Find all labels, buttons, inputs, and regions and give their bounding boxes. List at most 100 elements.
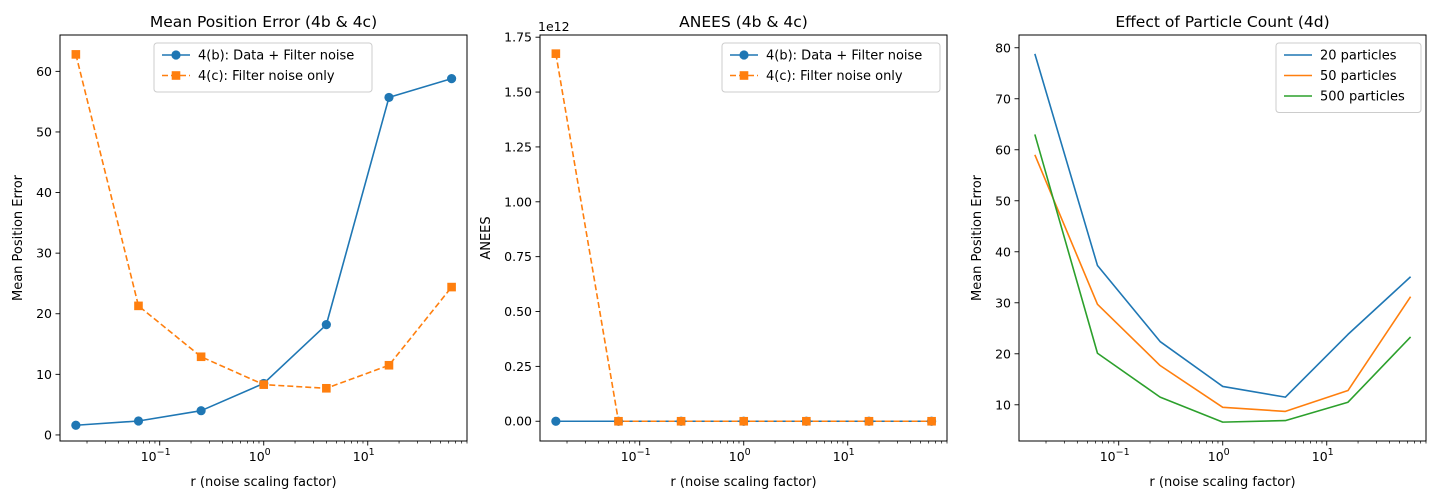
y-tick-label: 10 (995, 397, 1011, 412)
series-3 (1034, 134, 1412, 423)
y-tick-label: 60 (36, 64, 52, 79)
data-point-4 (322, 383, 331, 393)
chart-title: ANEES (4b & 4c) (679, 13, 808, 31)
x-tick-label: 10−1 (1100, 447, 1130, 464)
legend-label: 20 particles (1320, 49, 1397, 64)
data-point-2 (196, 406, 206, 416)
plot-frame (539, 34, 948, 442)
x-tick-label: 100 (249, 447, 271, 464)
y-tick-label: 0.50 (504, 304, 532, 319)
series-line (1034, 53, 1412, 398)
y-tick-label: 80 (995, 40, 1011, 55)
y-tick-label: 20 (36, 306, 52, 321)
legend-label: 500 particles (1320, 90, 1405, 105)
legend-item: 4(c): Filter noise only (162, 69, 335, 84)
legend: 4(b): Data + Filter noise 4(c): Filter no… (721, 42, 941, 93)
x-axis-label: r (noise scaling factor) (1149, 475, 1295, 490)
data-point-1 (133, 416, 144, 426)
x-tick-label: 101 (1312, 447, 1334, 464)
data-point-legend (739, 71, 749, 80)
y-tick-label: 1.50 (504, 85, 532, 100)
y-axis-label: Mean Position Error (970, 174, 985, 301)
data-point-3 (259, 380, 269, 389)
data-point-2 (676, 416, 686, 426)
y-axis-label: ANEES (479, 216, 494, 259)
data-point-legend (171, 50, 181, 60)
data-point-5 (384, 360, 394, 370)
x-tick-label: 100 (729, 447, 751, 464)
x-axis-label: r (noise scaling factor) (670, 475, 816, 490)
x-tick-label: 101 (833, 447, 855, 464)
series-line (1034, 134, 1412, 423)
data-point-0 (71, 420, 81, 430)
y-tick-label: 10 (36, 367, 52, 382)
chart-panel-1: Mean Position Error (4b & 4c)10−1 100 1010… (11, 13, 468, 490)
y-tick-label: 1.25 (504, 139, 532, 154)
legend-item: 500 particles (1284, 90, 1405, 105)
series-2 (71, 50, 456, 393)
data-point-6 (927, 416, 936, 426)
data-point-0 (551, 49, 561, 58)
y-tick-label: 50 (995, 193, 1011, 208)
y-axis-label: Mean Position Error (11, 174, 26, 301)
legend-label: 4(c): Filter noise only (198, 69, 335, 84)
data-point-4 (321, 320, 331, 330)
y-tick-label: 0.75 (504, 249, 532, 264)
series-1 (1034, 53, 1412, 398)
chart-panel-2: ANEES (4b & 4c) 10−1 100 101 0.00 0.25 0.50 0.7… (479, 13, 948, 490)
legend-item: 50 particles (1284, 69, 1397, 84)
data-point-legend (739, 50, 749, 60)
y-multiplier-label: 1e12 (538, 19, 570, 34)
x-tick-label: 101 (353, 447, 375, 464)
chart-title: Effect of Particle Count (4d) (1115, 13, 1329, 31)
y-tick-label: 0.25 (504, 359, 532, 374)
plot-frame (1018, 34, 1427, 442)
data-point-1 (134, 301, 143, 311)
y-tick-label: 1.00 (504, 194, 532, 209)
legend-label: 50 particles (1320, 69, 1397, 84)
y-tick-label: 0 (44, 427, 52, 442)
series-line (1034, 154, 1412, 413)
series-line (75, 54, 453, 390)
legend-item: 4(b): Data + Filter noise (730, 49, 922, 64)
series-1 (71, 74, 457, 430)
series-line (555, 53, 932, 423)
data-point-4 (802, 416, 811, 426)
chart-title: Mean Position Error (4b & 4c) (150, 13, 377, 31)
plot-frame (59, 34, 468, 442)
y-tick-label: 0.00 (504, 414, 532, 429)
data-point-6 (447, 282, 456, 292)
data-point-0 (71, 50, 81, 59)
y-tick-label: 40 (36, 185, 52, 200)
data-point-6 (446, 74, 457, 84)
y-tick-label: 30 (36, 246, 52, 261)
y-tick-label: 20 (995, 346, 1011, 361)
legend-label: 4(b): Data + Filter noise (766, 49, 922, 64)
legend-box (1275, 42, 1422, 113)
data-point-0 (551, 416, 561, 426)
data-point-legend (171, 71, 181, 80)
data-point-1 (614, 416, 623, 426)
legend-box (721, 42, 941, 93)
series-2 (1034, 154, 1412, 413)
data-point-5 (384, 92, 394, 103)
y-tick-label: 30 (995, 295, 1011, 310)
legend-box (153, 42, 373, 93)
series-line (75, 77, 452, 427)
y-tick-label: 40 (995, 244, 1011, 259)
chart-panels: Mean Position Error (4b & 4c)10−1 100 1010… (11, 13, 1427, 490)
legend-item: 4(c): Filter noise only (730, 69, 903, 84)
chart-panel-3: Effect of Particle Count (4d) 10−1 100 101 1… (970, 13, 1427, 490)
x-tick-label: 100 (1208, 447, 1230, 464)
legend-item: 20 particles (1284, 49, 1397, 64)
legend: 20 particles 50 particles 500 particles (1275, 42, 1422, 113)
data-point-2 (196, 352, 206, 362)
data-point-5 (864, 416, 874, 426)
x-tick-label: 10−1 (141, 447, 171, 464)
legend-label: 4(c): Filter noise only (766, 69, 903, 84)
y-tick-label: 50 (36, 124, 52, 139)
x-axis-label: r (noise scaling factor) (190, 475, 336, 490)
legend: 4(b): Data + Filter noise 4(c): Filter no… (153, 42, 373, 93)
data-point-3 (739, 416, 749, 426)
